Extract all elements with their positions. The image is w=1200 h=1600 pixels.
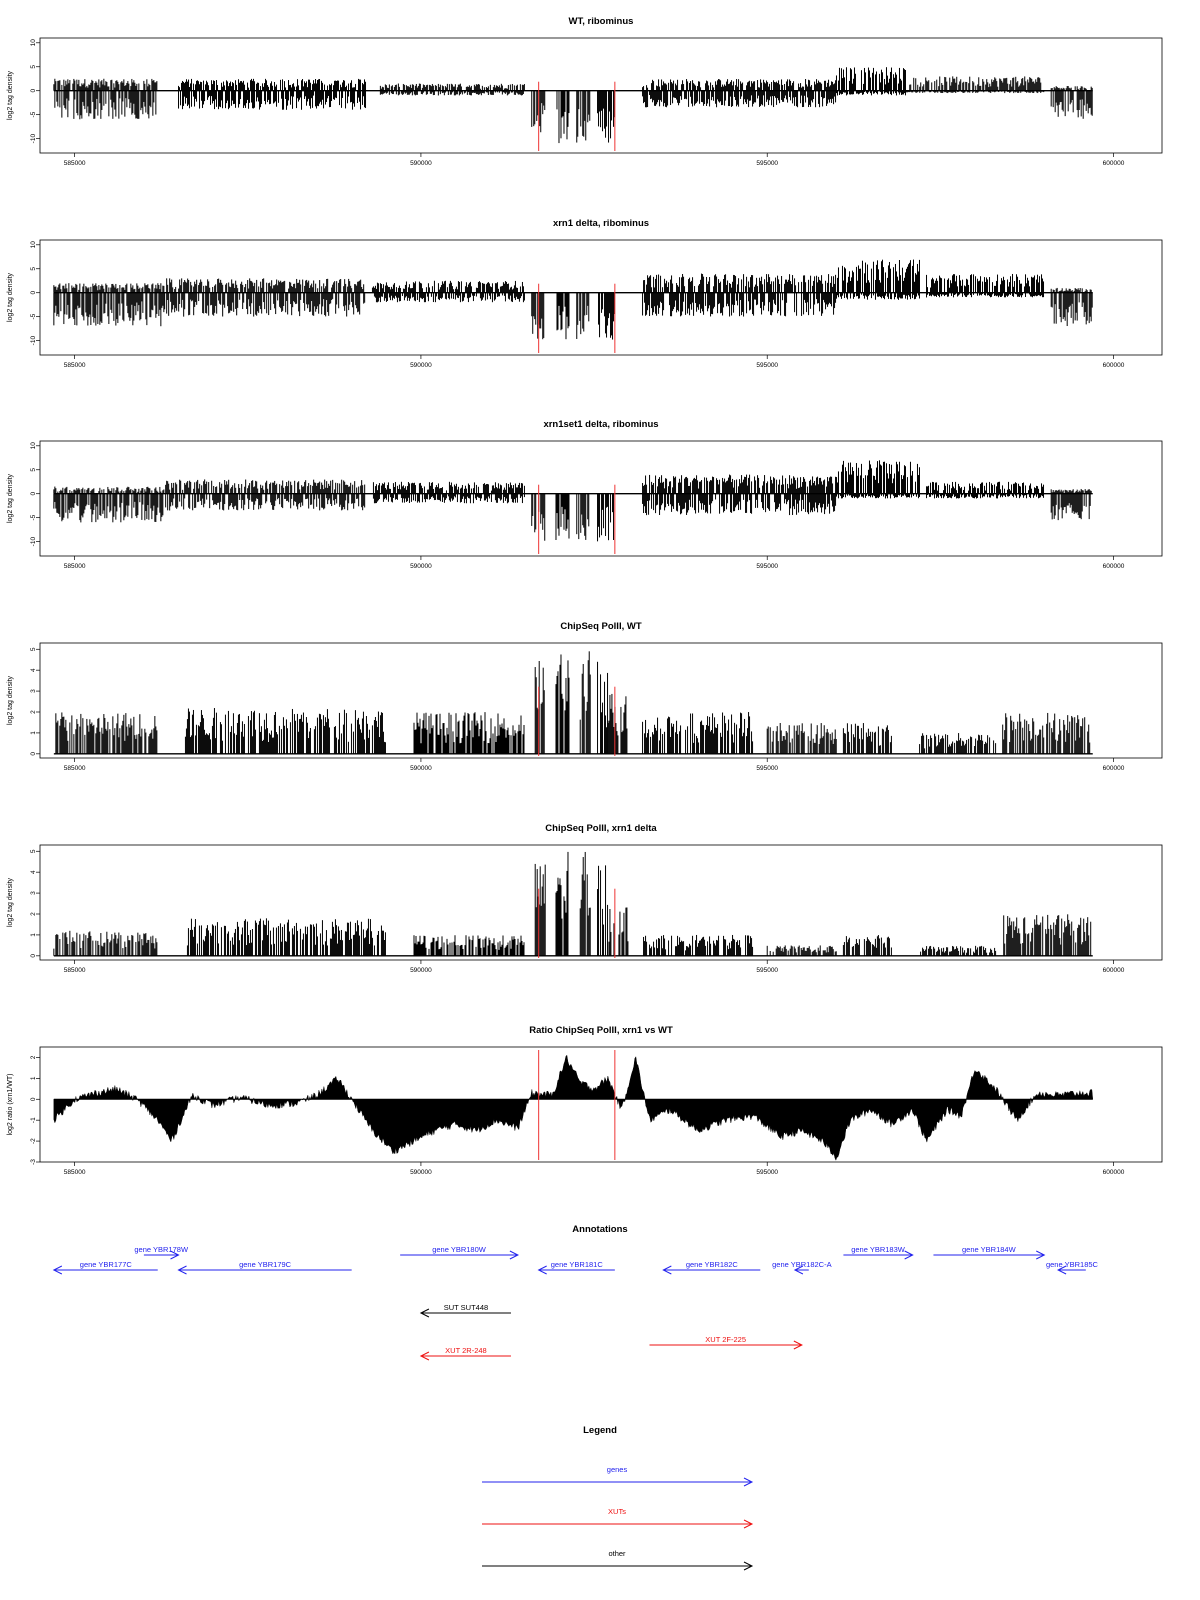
y-tick-label: 5 <box>30 468 37 472</box>
x-tick-label: 600000 <box>1103 967 1125 974</box>
x-tick-label: 585000 <box>64 967 86 974</box>
plot-frame <box>39 440 1163 557</box>
chart-panel-2: xrn1 delta, ribominus log2 tag density -10… <box>7 218 1163 369</box>
y-tick-label: 3 <box>30 689 37 693</box>
y-tick-label: 3 <box>30 891 37 895</box>
y-axis-label: log2 tag density <box>7 272 14 322</box>
x-tick-label: 585000 <box>64 362 86 369</box>
y-tick-label: 4 <box>30 870 37 874</box>
plot-frame <box>39 37 1163 154</box>
plot-frame <box>39 844 1163 961</box>
x-tick-label: 585000 <box>64 765 86 772</box>
y-axis-label: log2 tag density <box>7 473 14 523</box>
x-tick-label: 595000 <box>756 765 778 772</box>
y-axis-label: log2 tag density <box>7 70 14 120</box>
x-tick-label: 585000 <box>64 160 86 167</box>
x-tick-label: 595000 <box>756 563 778 570</box>
x-tick-label: 600000 <box>1103 362 1125 369</box>
x-tick-label: 600000 <box>1103 160 1125 167</box>
x-tick-label: 590000 <box>410 563 432 570</box>
chart-panel-4: ChipSeq PolII, WT log2 tag density 0 1 2 3 4 5 5… <box>7 621 1163 772</box>
x-tick-label: 590000 <box>410 362 432 369</box>
y-tick-label: 0 <box>30 752 37 756</box>
x-tick-label: 590000 <box>410 160 432 167</box>
chart-panel-5: ChipSeq PolII, xrn1 delta log2 tag densit… <box>7 823 1163 974</box>
plot-frame <box>39 642 1163 759</box>
chart-title: xrn1 delta, ribominus <box>553 218 649 229</box>
y-tick-label: 0 <box>30 492 37 496</box>
y-tick-label: 10 <box>30 241 37 249</box>
y-tick-label: -5 <box>30 111 37 117</box>
chart-title: ChipSeq PolII, xrn1 delta <box>545 823 657 834</box>
y-tick-label: 2 <box>30 710 37 714</box>
plot-frame <box>39 239 1163 356</box>
x-tick-label: 590000 <box>410 765 432 772</box>
y-tick-label: 0 <box>30 89 37 93</box>
chart-panel-3: xrn1set1 delta, ribominus log2 tag densit… <box>7 419 1163 570</box>
data-bars <box>53 851 1092 956</box>
y-tick-label: 0 <box>30 954 37 958</box>
y-tick-label: -5 <box>30 514 37 520</box>
x-tick-label: 585000 <box>64 563 86 570</box>
y-tick-label: -5 <box>30 313 37 319</box>
y-tick-label: 5 <box>30 267 37 271</box>
y-tick-label: 5 <box>30 65 37 69</box>
y-tick-label: 5 <box>30 849 37 853</box>
y-axis-label: log2 tag density <box>7 877 14 927</box>
data-bars <box>53 259 1093 340</box>
chart-title: xrn1set1 delta, ribominus <box>543 419 658 430</box>
chart-panel-1: WT, ribominus log2 tag density -10 -5 0 5 10 58… <box>7 16 1163 167</box>
x-tick-label: 595000 <box>756 160 778 167</box>
y-tick-label: 1 <box>30 933 37 937</box>
y-tick-label: 4 <box>30 668 37 672</box>
y-tick-label: -10 <box>30 537 37 547</box>
data-bars <box>55 651 1091 754</box>
y-tick-label: 10 <box>30 442 37 450</box>
y-tick-label: 0 <box>30 291 37 295</box>
x-tick-label: 590000 <box>410 967 432 974</box>
y-axis-label: log2 tag density <box>7 675 14 725</box>
chart-title: ChipSeq PolII, WT <box>560 621 641 632</box>
y-tick-label: 1 <box>30 731 37 735</box>
x-tick-label: 600000 <box>1103 765 1125 772</box>
x-tick-label: 600000 <box>1103 563 1125 570</box>
y-tick-label: 10 <box>30 39 37 47</box>
y-tick-label: -10 <box>30 336 37 346</box>
y-tick-label: 2 <box>30 912 37 916</box>
data-bars <box>53 460 1092 542</box>
x-tick-label: 595000 <box>756 362 778 369</box>
y-tick-label: 5 <box>30 647 37 651</box>
x-tick-label: 595000 <box>756 967 778 974</box>
y-tick-label: -10 <box>30 134 37 144</box>
chart-title: WT, ribominus <box>569 16 634 27</box>
